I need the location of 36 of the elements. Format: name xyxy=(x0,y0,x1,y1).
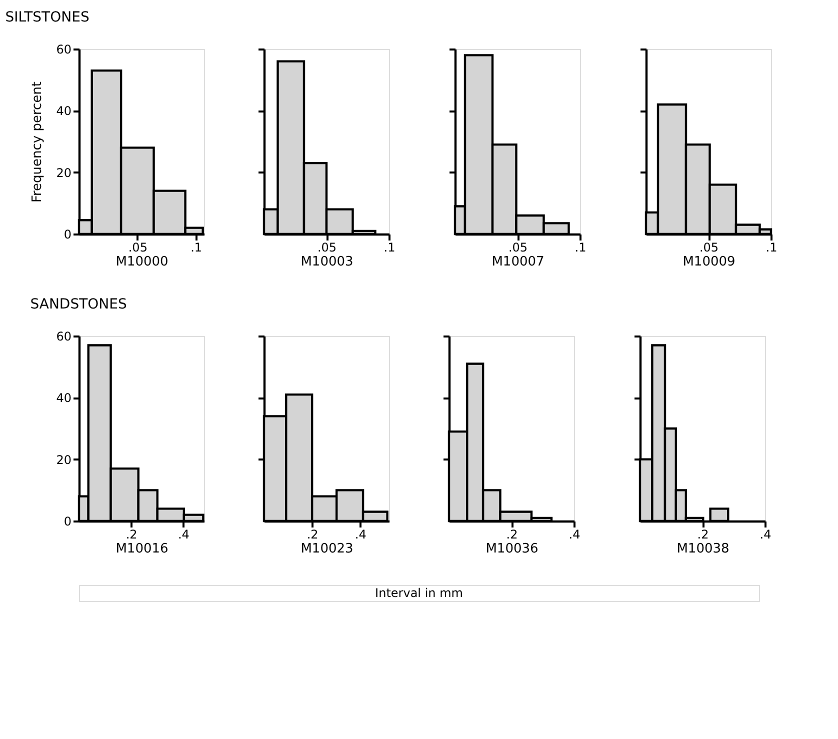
y-tick-label: 0 xyxy=(64,228,72,242)
x-tick-label: .1 xyxy=(766,240,778,254)
x-tick-label: .4 xyxy=(568,528,580,542)
x-tick-label: .05 xyxy=(128,240,148,254)
y-tick-label: 20 xyxy=(56,452,72,467)
x-tick-label: .4 xyxy=(178,528,190,542)
x-tick-label: .05 xyxy=(699,240,719,254)
text: Interval in mm xyxy=(375,586,463,600)
x-tick-label: .4 xyxy=(354,528,366,542)
y-tick-label: 60 xyxy=(56,42,72,56)
x-axis-title: M10038 xyxy=(676,542,730,556)
x-tick-label: .05 xyxy=(508,240,528,254)
x-tick-label: .2 xyxy=(506,528,518,542)
y-tick-label: 20 xyxy=(56,166,72,180)
x-tick-label: .1 xyxy=(384,240,396,254)
x-axis-title: M10009 xyxy=(682,254,736,270)
x-tick-label: .05 xyxy=(317,240,337,254)
x-axis-title: M10016 xyxy=(116,542,168,556)
chart-title: SANDSTONES xyxy=(30,296,127,312)
y-axis-title: Frequency percent xyxy=(30,81,46,203)
y-tick-label: 40 xyxy=(56,391,72,406)
x-tick-label: .2 xyxy=(126,528,138,542)
y-tick-label: 0 xyxy=(64,514,72,528)
x-tick-label: .4 xyxy=(760,528,772,542)
x-tick-label: .2 xyxy=(697,528,709,542)
x-tick-label: .1 xyxy=(190,240,202,254)
x-tick-label: .2 xyxy=(306,528,318,542)
chart-title: SILTSTONES xyxy=(5,10,90,26)
y-tick-label: 60 xyxy=(56,330,72,344)
x-axis-title: M10000 xyxy=(116,254,168,270)
x-tick-label: .1 xyxy=(574,240,586,254)
x-axis-title: M10036 xyxy=(486,542,538,556)
x-axis-title: M10003 xyxy=(300,254,354,270)
x-axis-title: M10023 xyxy=(300,542,354,556)
y-tick-label: 40 xyxy=(56,104,72,118)
x-axis-title: M10007 xyxy=(492,254,544,270)
